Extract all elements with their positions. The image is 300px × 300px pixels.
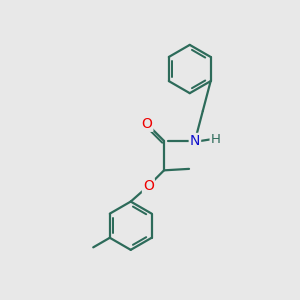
- Text: O: O: [142, 117, 152, 131]
- Text: O: O: [143, 179, 154, 193]
- Text: N: N: [190, 134, 200, 148]
- Text: H: H: [211, 133, 220, 146]
